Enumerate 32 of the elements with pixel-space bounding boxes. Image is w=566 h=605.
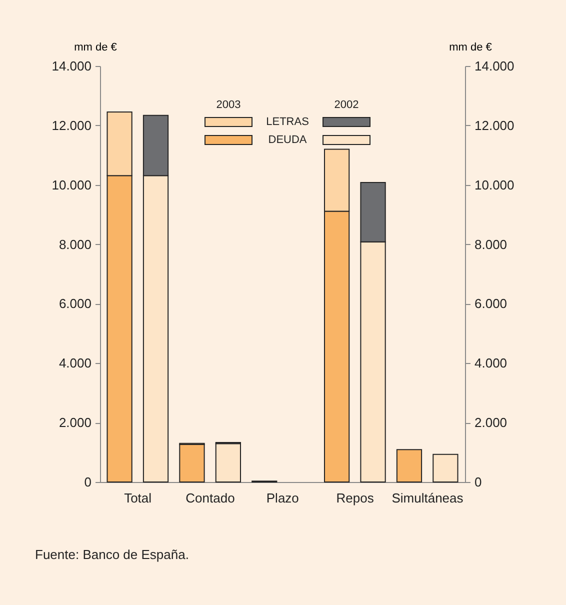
- y-axis-title: mm de €: [74, 42, 117, 54]
- y2-tick-label: 12.000: [474, 118, 514, 133]
- bar: [179, 444, 205, 482]
- y-tick-label: 0: [84, 474, 92, 490]
- x-tick-label: Contado: [186, 490, 235, 506]
- legend-label: DEUDA: [268, 134, 308, 146]
- y-tick-label: 12.000: [52, 118, 92, 133]
- bar: [432, 454, 458, 482]
- y2-tick-label: 14.000: [474, 58, 514, 74]
- bar: [396, 449, 422, 482]
- y2-tick-label: 6.000: [474, 296, 508, 312]
- x-tick-label: Simultáneas: [392, 490, 464, 506]
- bar: [215, 443, 241, 482]
- y2-tick-label: 2.000: [474, 415, 508, 430]
- y-tick-label: 4.000: [58, 356, 92, 371]
- y-tick-label: 10.000: [52, 177, 92, 192]
- y2-tick-label: 0: [474, 474, 482, 490]
- x-tick-label: Repos: [336, 490, 374, 506]
- x-tick-label: Total: [124, 490, 152, 506]
- annotation: 2002: [334, 99, 359, 111]
- y-tick-label: 6.000: [58, 296, 92, 312]
- source-note: Fuente: Banco de España.: [35, 547, 189, 562]
- annotation: 2003: [216, 99, 241, 111]
- x-tick-label: Plazo: [266, 490, 299, 506]
- legend-label: LETRAS: [266, 116, 309, 128]
- y-tick-label: 8.000: [58, 236, 92, 252]
- y2-axis-title: mm de €: [449, 42, 492, 54]
- y2-tick-label: 4.000: [474, 356, 508, 371]
- y2-tick-label: 10.000: [474, 177, 514, 192]
- y-tick-label: 14.000: [52, 58, 92, 74]
- y-tick-label: 2.000: [58, 415, 92, 430]
- y2-tick-label: 8.000: [474, 236, 508, 252]
